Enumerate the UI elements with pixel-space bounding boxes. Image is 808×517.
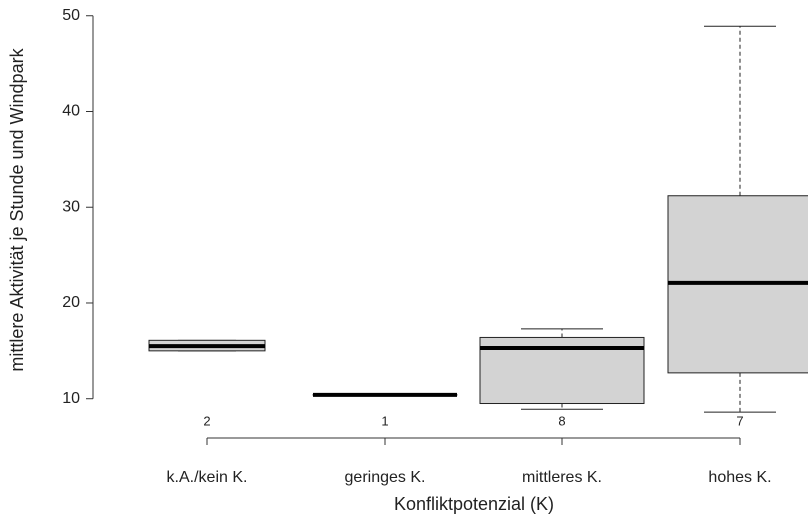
- y-axis-title: mittlere Aktivität je Stunde und Windpar…: [7, 47, 27, 371]
- y-tick-label: 30: [62, 198, 80, 215]
- x-tick-label: hohes K.: [708, 469, 771, 486]
- y-tick-label: 20: [62, 294, 80, 311]
- y-tick-label: 40: [62, 103, 80, 120]
- count-label: 7: [736, 413, 743, 428]
- count-label: 2: [203, 413, 210, 428]
- y-tick-label: 10: [62, 390, 80, 407]
- count-label: 1: [381, 413, 388, 428]
- x-axis-title: Konfliktpotenzial (K): [394, 494, 554, 514]
- count-label: 8: [558, 413, 565, 428]
- y-tick-label: 50: [62, 7, 80, 24]
- x-tick-label: k.A./kein K.: [167, 469, 248, 486]
- x-tick-label: geringes K.: [345, 469, 426, 486]
- x-tick-label: mittleres K.: [522, 469, 602, 486]
